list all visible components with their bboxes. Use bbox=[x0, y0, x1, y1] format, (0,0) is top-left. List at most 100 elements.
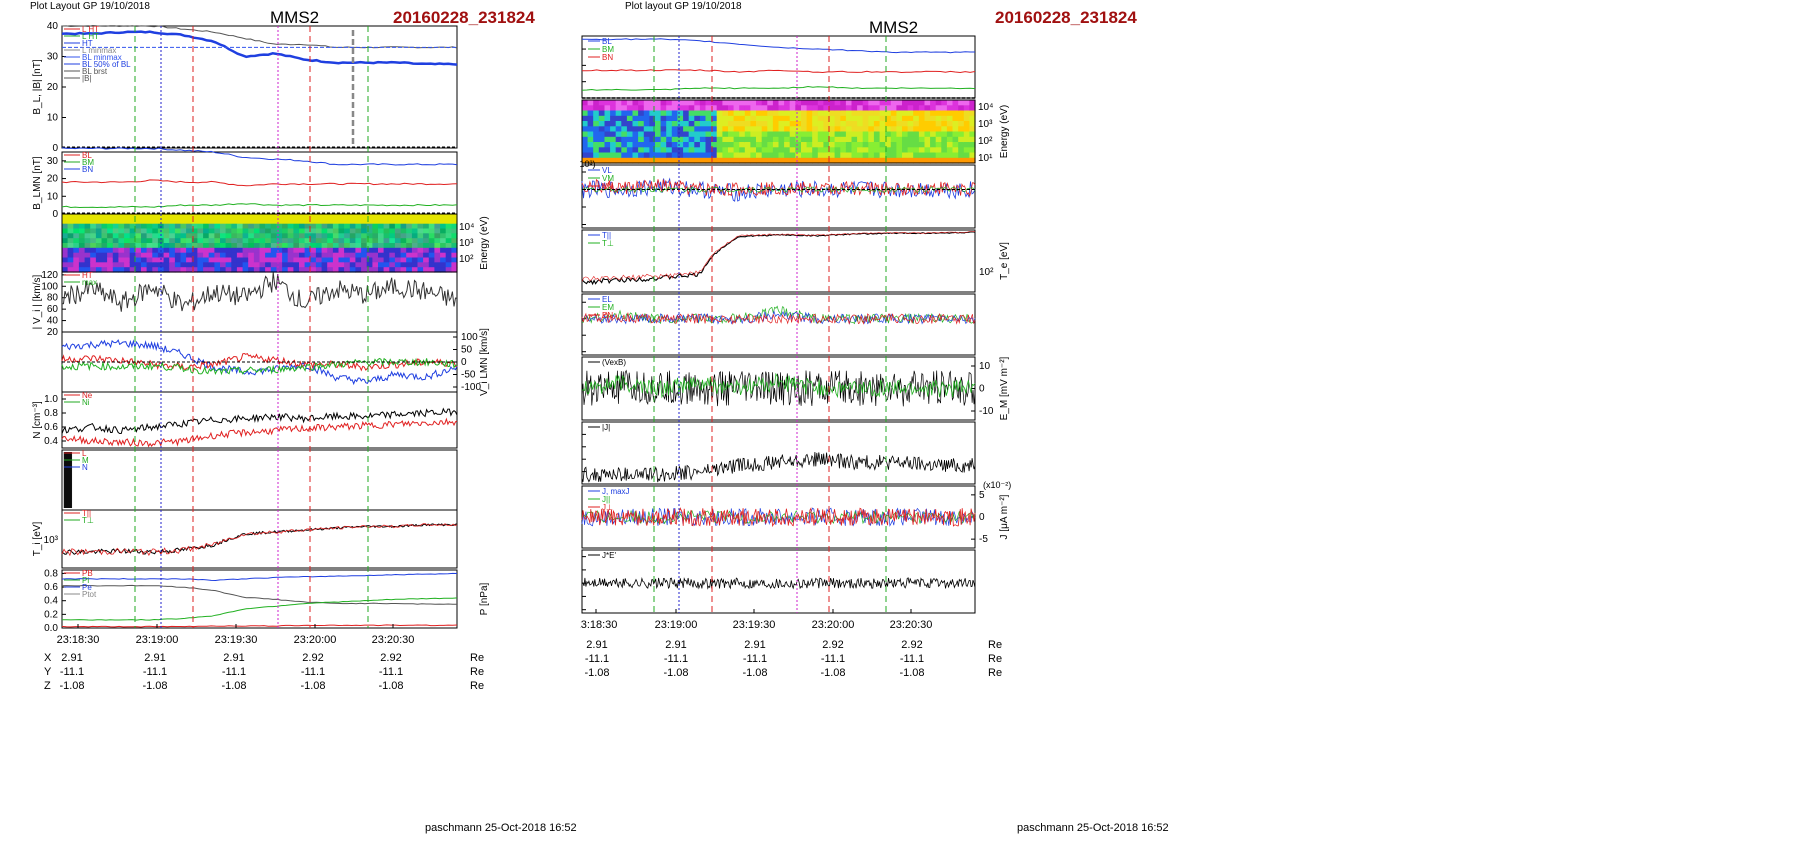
spectrogram-cell bbox=[152, 223, 159, 230]
spectrogram-cell bbox=[78, 257, 86, 263]
spectrogram-cell bbox=[135, 223, 142, 230]
spectrogram-cell bbox=[203, 267, 210, 273]
spectrogram-cell bbox=[728, 110, 735, 117]
spectrogram-cell bbox=[135, 228, 142, 234]
spectrogram-cell bbox=[338, 228, 345, 234]
series-line-EL bbox=[581, 310, 976, 325]
spectrogram-cell bbox=[683, 152, 690, 159]
legend-label: J|| bbox=[602, 495, 610, 504]
spectrogram-cell bbox=[389, 252, 396, 259]
spectrogram-cell bbox=[338, 247, 345, 254]
spectrogram-cell bbox=[660, 136, 667, 143]
spectrogram-cell bbox=[428, 228, 435, 234]
spectrogram-cell bbox=[434, 228, 441, 234]
spectrogram-cell bbox=[112, 223, 119, 230]
spectrogram-cell bbox=[890, 147, 897, 154]
spectrogram-cell bbox=[902, 131, 909, 138]
spectrogram-cell bbox=[694, 136, 701, 143]
spectrogram-cell bbox=[587, 126, 594, 133]
spectrogram-cell bbox=[355, 223, 362, 230]
spectrogram-cell bbox=[817, 115, 824, 122]
spectrogram-cell bbox=[445, 252, 452, 259]
spectrogram-cell bbox=[186, 257, 193, 263]
spectrogram-cell bbox=[851, 110, 858, 117]
spectrogram-cell bbox=[445, 267, 452, 273]
spectrogram-cell bbox=[744, 121, 751, 127]
spectrogram-cell bbox=[417, 247, 424, 254]
spectrogram-cell bbox=[67, 223, 74, 230]
spectrogram-cell bbox=[214, 223, 221, 230]
spectrogram-cell bbox=[907, 110, 914, 117]
spectrogram-cell bbox=[688, 100, 695, 106]
spectrogram-cell bbox=[767, 110, 774, 117]
spectrogram-cell bbox=[834, 152, 841, 159]
spectrogram-cell bbox=[152, 214, 159, 220]
spectrogram-cell bbox=[778, 121, 785, 127]
spectrogram-cell bbox=[90, 238, 97, 244]
spectrogram-cell bbox=[445, 262, 452, 268]
spectrogram-cell bbox=[101, 223, 108, 230]
spectrogram-cell bbox=[829, 115, 836, 122]
spectrogram-cell bbox=[621, 100, 628, 106]
spectrogram-cell bbox=[400, 257, 407, 263]
spectrogram-cell bbox=[208, 247, 215, 254]
spectrogram-cell bbox=[756, 157, 763, 164]
spectrogram-cell bbox=[885, 136, 892, 143]
spectrogram-cell bbox=[361, 223, 368, 230]
spectrogram-cell bbox=[270, 218, 277, 225]
y-tick-label: 10² bbox=[459, 254, 474, 265]
orbit-value: 2.92 bbox=[901, 639, 922, 651]
spectrogram-cell bbox=[582, 147, 589, 154]
spectrogram-cell bbox=[332, 223, 340, 230]
spectrogram-cell bbox=[169, 247, 176, 254]
spectrogram-cell bbox=[112, 257, 119, 263]
spectrogram-cell bbox=[610, 131, 617, 138]
spectrogram-cell bbox=[265, 238, 272, 244]
y-tick-label: 10³ bbox=[978, 119, 993, 130]
spectrogram-cell bbox=[885, 126, 892, 133]
spectrogram-cell bbox=[604, 136, 611, 143]
spectrogram-cell bbox=[795, 131, 802, 138]
spectrogram-cell bbox=[593, 142, 600, 148]
spectrogram-cell bbox=[169, 257, 176, 263]
spectrogram-cell bbox=[604, 115, 611, 122]
spectrogram-cell bbox=[711, 131, 718, 138]
spectrogram-cell bbox=[615, 100, 622, 106]
spectrogram-cell bbox=[610, 157, 617, 164]
spectrogram-cell bbox=[744, 110, 751, 117]
x-tick-label: 23:19:00 bbox=[655, 619, 698, 631]
panel-frame bbox=[581, 485, 976, 549]
spectrogram-cell bbox=[231, 252, 238, 259]
spectrogram-cell bbox=[666, 126, 673, 133]
spectrogram-cell bbox=[705, 142, 712, 148]
orbit-value: -1.08 bbox=[663, 667, 688, 679]
spectrogram-cell bbox=[378, 267, 385, 273]
spectrogram-cell bbox=[372, 262, 379, 268]
spectrogram-cell bbox=[795, 100, 802, 106]
spectrogram-cell bbox=[873, 100, 881, 106]
spectrogram-cell bbox=[293, 267, 300, 273]
spectrogram-cell bbox=[389, 247, 396, 254]
spectrogram-cell bbox=[604, 105, 611, 112]
spectrogram-cell bbox=[621, 121, 628, 127]
spectrogram-cell bbox=[287, 257, 294, 263]
spectrogram-cell bbox=[795, 147, 802, 154]
spectrogram-cell bbox=[885, 105, 892, 112]
spectrogram-cell bbox=[812, 131, 819, 138]
spectrogram-cell bbox=[902, 147, 909, 154]
spectrogram-cell bbox=[321, 267, 328, 273]
spectrogram-cell bbox=[259, 257, 266, 263]
spectrogram-cell bbox=[660, 115, 667, 122]
spectrogram-cell bbox=[451, 247, 458, 254]
spectrogram-cell bbox=[282, 238, 289, 244]
spectrogram-cell bbox=[124, 243, 131, 249]
spectrogram-cell bbox=[383, 218, 390, 225]
spectrogram-cell bbox=[598, 142, 605, 148]
spectrogram-cell bbox=[304, 257, 311, 263]
spectrogram-cell bbox=[840, 115, 847, 122]
spectrogram-cell bbox=[683, 147, 690, 154]
spectrogram-cell bbox=[73, 233, 80, 239]
spectrogram-cell bbox=[795, 121, 802, 127]
spectrogram-cell bbox=[677, 100, 684, 106]
spectrogram-cell bbox=[78, 252, 86, 259]
